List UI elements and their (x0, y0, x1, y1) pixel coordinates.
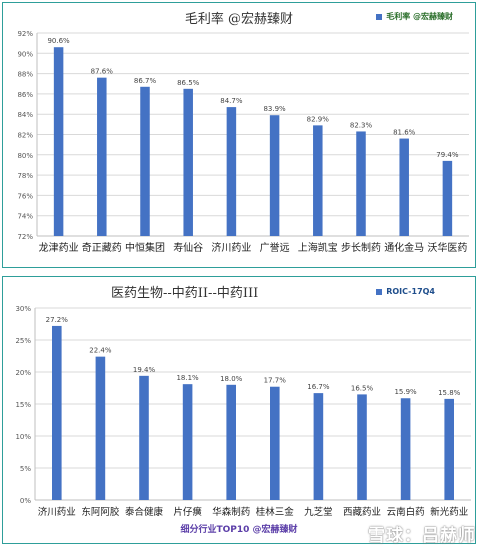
data-label: 22.4% (89, 347, 112, 355)
bar (182, 384, 193, 500)
data-label: 83.9% (263, 105, 286, 113)
x-tick-label: 通化金马 (384, 241, 424, 254)
bar (400, 398, 411, 500)
legend-swatch (376, 288, 383, 295)
y-tick-label: 92% (17, 30, 33, 38)
y-tick-label: 74% (17, 213, 33, 221)
x-tick-label: 新光药业 (430, 506, 468, 518)
data-label: 16.5% (351, 384, 374, 392)
data-label: 15.9% (394, 388, 417, 396)
data-label: 90.6% (47, 37, 70, 45)
bar (270, 386, 280, 500)
bar (226, 107, 237, 236)
y-tick-label: 80% (17, 152, 33, 160)
x-tick-label: 东阿阿胶 (81, 506, 120, 518)
x-tick-label: 桂林三金 (256, 506, 295, 518)
bar (269, 115, 280, 236)
data-label: 82.3% (350, 121, 373, 129)
data-label: 84.7% (220, 97, 243, 105)
bar (52, 325, 62, 500)
data-label: 81.6% (393, 129, 416, 137)
bar (357, 394, 367, 500)
bar (95, 356, 106, 500)
y-tick-label: 72% (17, 233, 33, 241)
y-tick-label: 5% (20, 465, 31, 473)
bar (139, 375, 149, 500)
bar (53, 47, 64, 237)
bar (444, 398, 454, 500)
data-label: 16.7% (307, 383, 330, 391)
bar (313, 125, 323, 236)
x-tick-label: 云南白药 (387, 506, 425, 518)
chart-legend: 毛利率 @宏赫臻财 (376, 11, 453, 22)
y-tick-label: 20% (15, 369, 31, 377)
x-tick-label: 泰合健康 (125, 506, 164, 518)
data-label: 87.6% (91, 68, 114, 76)
y-tick-label: 84% (17, 111, 33, 119)
y-tick-label: 25% (15, 337, 31, 345)
x-tick-label: 广誉远 (260, 241, 290, 254)
x-tick-label: 上海凯宝 (298, 241, 338, 254)
x-tick-label: 片仔癀 (173, 506, 202, 518)
bar-chart-roic: 0% 5% 10% 15% 20% 25% 30% 27.2% 济川药业 22.4% 东阿阿胶 19.… (15, 305, 471, 518)
x-tick-label: 中恒集团 (125, 241, 165, 254)
data-label: 17.7% (264, 377, 287, 385)
x-tick-label: 西藏药业 (343, 506, 381, 518)
x-tick-label: 龙津药业 (39, 241, 79, 254)
y-tick-label: 82% (17, 132, 33, 140)
y-tick-label: 76% (17, 192, 33, 200)
bar (140, 86, 150, 236)
y-tick-label: 90% (17, 50, 33, 58)
y-tick-label: 78% (17, 172, 33, 180)
watermark: 雪球：吕赫师 (368, 526, 476, 546)
x-tick-label: 奇正藏药 (82, 241, 122, 254)
y-tick-label: 88% (17, 71, 33, 79)
data-label: 18.1% (176, 374, 199, 382)
x-tick-label: 步长制药 (341, 241, 381, 254)
y-tick-label: 15% (15, 401, 31, 409)
data-label: 79.4% (436, 151, 459, 159)
bar (183, 88, 193, 236)
y-tick-label: 0% (20, 497, 31, 505)
bar (356, 131, 366, 236)
chart-title: 毛利率 @宏赫臻财 (184, 12, 294, 27)
x-tick-label: 华森制药 (212, 506, 250, 518)
legend-swatch (376, 13, 383, 20)
data-label: 19.4% (133, 366, 156, 374)
data-label: 86.5% (177, 79, 200, 87)
bar (313, 393, 324, 500)
bar (226, 384, 236, 500)
bar (442, 160, 453, 236)
bar-chart-gross-margin: 72% 74% 76% 78% 80% 82% 84% 86% 88% 90% 92% 90.6% 龙津… (17, 30, 469, 254)
x-tick-label: 济川药业 (211, 241, 251, 254)
x-tick-label: 九芝堂 (304, 506, 333, 518)
y-tick-label: 30% (15, 305, 31, 313)
x-tick-label: 沃华医药 (427, 241, 467, 254)
bar (97, 77, 107, 236)
footer-caption: 细分行业TOP10 @宏赫臻财 (180, 525, 298, 535)
chart-panel-roic: 医药生物--中药II--中药III ROIC-17Q4 0% 5% 10% 15% 20… (2, 276, 476, 544)
y-tick-label: 10% (15, 433, 31, 441)
legend-label: 毛利率 @宏赫臻财 (386, 12, 453, 21)
x-tick-label: 济川药业 (38, 506, 76, 518)
data-label: 27.2% (46, 316, 69, 324)
data-label: 18.0% (220, 375, 243, 383)
data-label: 86.7% (134, 77, 157, 85)
data-label: 82.9% (307, 115, 330, 123)
x-tick-label: 寿仙谷 (173, 241, 203, 254)
y-tick-label: 86% (17, 91, 33, 99)
data-label: 15.8% (438, 389, 461, 397)
bar (399, 138, 409, 236)
chart-legend: ROIC-17Q4 (376, 287, 435, 296)
chart-panel-gross-margin: 毛利率 @宏赫臻财 毛利率 @宏赫臻财 72% 74% 76% 78% 80% 82% 84… (2, 2, 476, 268)
legend-label: ROIC-17Q4 (386, 287, 435, 296)
chart-title: 医药生物--中药II--中药III (111, 286, 259, 301)
